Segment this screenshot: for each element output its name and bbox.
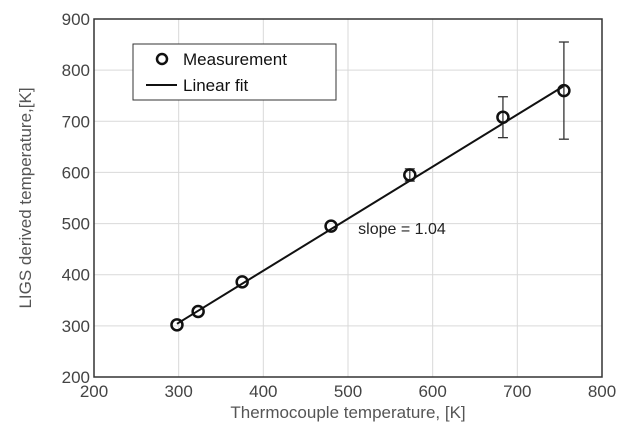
x-tick-label: 800 — [588, 382, 616, 401]
data-point — [496, 110, 510, 124]
data-point — [324, 219, 338, 233]
y-tick-label: 300 — [62, 317, 90, 336]
x-tick-label: 400 — [249, 382, 277, 401]
plot-frame — [93, 18, 603, 378]
y-tick-label: 800 — [62, 61, 90, 80]
tick-labels: 200 300 400 500 600 700 800 200 300 400 500 600 700 8… — [62, 10, 617, 401]
y-tick-label: 900 — [62, 10, 90, 29]
x-tick-label: 200 — [80, 382, 108, 401]
x-tick-label: 300 — [164, 382, 192, 401]
slope-annotation: slope = 1.04 — [358, 221, 446, 238]
x-tick-label: 700 — [503, 382, 531, 401]
y-tick-label: 600 — [62, 163, 90, 182]
data-point — [191, 304, 205, 319]
y-tick-label: 200 — [62, 368, 90, 387]
legend-box — [132, 43, 337, 101]
legend-marker-measurement — [155, 52, 169, 66]
y-tick-label: 400 — [62, 266, 90, 285]
y-axis-label: LIGS derived temperature,[K] — [16, 87, 35, 308]
legend-label-linear-fit: Linear fit — [183, 76, 248, 95]
y-tick-label: 700 — [62, 112, 90, 131]
fit-line — [176, 85, 565, 325]
x-axis-label: Thermocouple temperature, [K] — [230, 403, 465, 422]
x-tick-label: 500 — [334, 382, 362, 401]
legend-label-measurement: Measurement — [183, 50, 287, 69]
series-layer — [170, 41, 571, 332]
data-point — [557, 83, 571, 98]
y-tick-label: 500 — [62, 215, 90, 234]
data-point — [403, 168, 417, 182]
legend: Measurement Linear fit — [132, 43, 337, 101]
x-tick-label: 600 — [418, 382, 446, 401]
data-point — [235, 275, 249, 289]
data-point — [170, 318, 184, 332]
